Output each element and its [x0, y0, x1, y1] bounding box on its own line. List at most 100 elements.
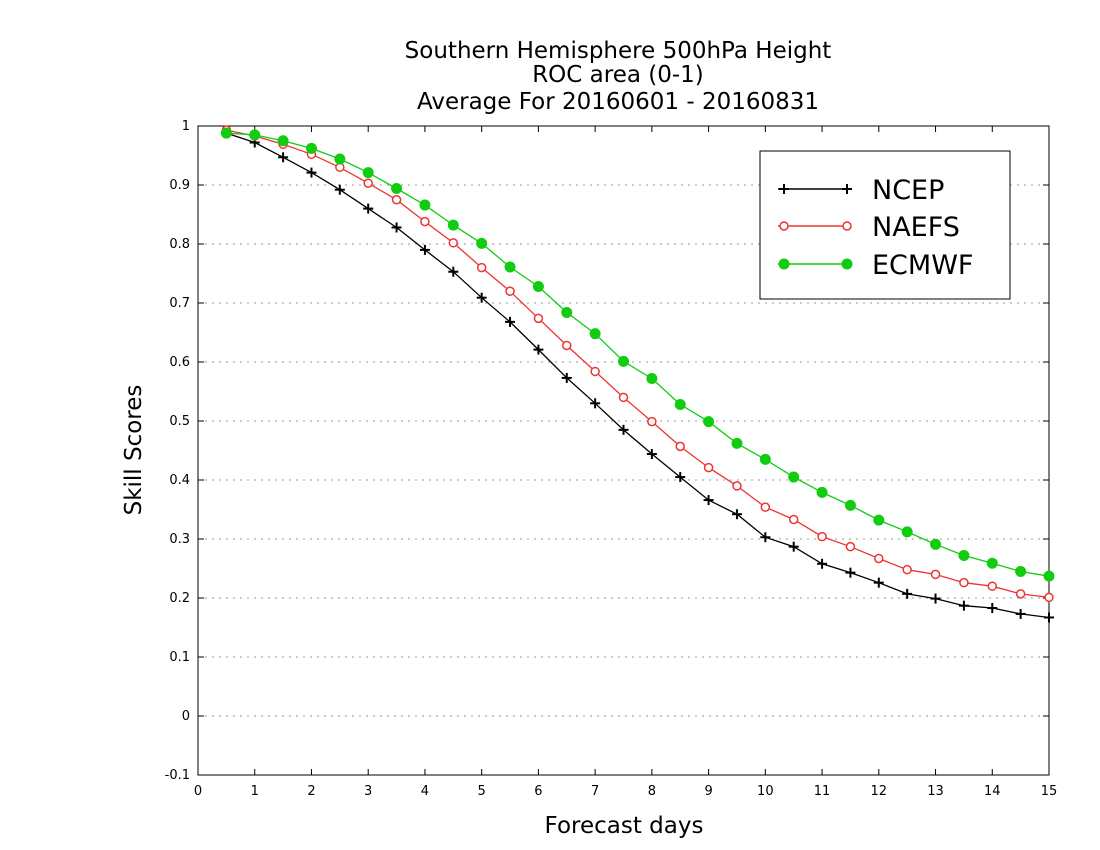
- data-point-ncep: [618, 424, 629, 435]
- data-point-ncep: [391, 222, 402, 233]
- data-point-ecmwf: [1043, 570, 1055, 582]
- data-point-ecmwf: [731, 437, 743, 449]
- data-point-naefs: [618, 392, 629, 403]
- legend-marker: [779, 221, 789, 231]
- data-point-ecmwf: [958, 550, 970, 562]
- x-tick-label: 15: [1041, 784, 1058, 799]
- data-point-naefs: [448, 238, 459, 248]
- x-tick-label: 9: [704, 784, 712, 799]
- data-point-ncep: [873, 577, 884, 588]
- data-point-ncep: [505, 316, 516, 327]
- data-point-ecmwf: [618, 355, 629, 367]
- data-point-naefs: [647, 416, 657, 427]
- data-point-ncep: [561, 372, 572, 383]
- data-point-ncep: [703, 495, 714, 506]
- y-tick-label: 0: [182, 709, 190, 724]
- chart-title: Southern Hemisphere 500hPa Height ROC ar…: [405, 38, 832, 115]
- data-point-ecmwf: [674, 398, 686, 410]
- data-point-ncep: [334, 184, 345, 195]
- y-tick-label: -0.1: [165, 768, 190, 783]
- y-tick-label: 0.6: [169, 355, 190, 370]
- data-point-naefs: [760, 502, 771, 512]
- data-point-ncep: [448, 266, 459, 277]
- data-point-ecmwf: [901, 526, 913, 538]
- data-point-ncep: [675, 472, 686, 483]
- y-tick-label: 0.2: [169, 591, 190, 606]
- data-point-ncep: [958, 600, 969, 611]
- data-point-naefs: [420, 216, 430, 227]
- data-point-naefs: [391, 195, 402, 205]
- y-tick-label: 0.9: [169, 178, 190, 193]
- data-point-naefs: [533, 313, 544, 324]
- data-point-naefs: [788, 514, 799, 525]
- chart-title-line-2: ROC area (0-1): [532, 62, 704, 88]
- data-point-ncep: [760, 532, 771, 543]
- y-tick-label: 0.5: [169, 414, 190, 429]
- data-point-ecmwf: [362, 167, 374, 179]
- x-tick-label: 2: [307, 784, 315, 799]
- x-tick-label: 6: [534, 784, 542, 799]
- data-point-ncep: [646, 449, 657, 460]
- y-tick-label: 0.8: [169, 237, 190, 252]
- x-tick-label: 0: [194, 784, 202, 799]
- x-tick-label: 3: [364, 784, 372, 799]
- y-tick-label: 0.3: [169, 532, 190, 547]
- legend-marker: [842, 221, 852, 231]
- legend-item-ecmwf: ECMWF: [778, 250, 973, 281]
- data-point-ecmwf: [561, 306, 573, 318]
- y-tick-label: 0.7: [169, 296, 190, 311]
- legend-label: NAEFS: [872, 212, 960, 243]
- y-tick-label: 0.4: [169, 473, 190, 488]
- data-point-ncep: [419, 244, 430, 255]
- x-tick-label: 4: [421, 784, 429, 799]
- legend-item-ncep: NCEP: [778, 175, 944, 206]
- data-point-naefs: [505, 286, 515, 296]
- data-point-ecmwf: [504, 261, 516, 273]
- data-point-ncep: [476, 292, 487, 303]
- data-point-ecmwf: [816, 486, 828, 498]
- data-point-ncep: [731, 509, 742, 520]
- data-point-naefs: [675, 441, 685, 452]
- x-tick-label: 1: [251, 784, 259, 799]
- data-point-ecmwf: [873, 514, 885, 526]
- data-point-ncep: [987, 603, 998, 614]
- data-point-ncep: [845, 567, 856, 578]
- data-point-ecmwf: [589, 328, 601, 340]
- data-point-ecmwf: [391, 183, 403, 195]
- data-point-ecmwf: [759, 453, 771, 465]
- series-ecmwf: [220, 127, 1055, 582]
- data-point-ecmwf: [277, 135, 289, 147]
- data-point-ecmwf: [220, 127, 232, 139]
- chart-title-line-1: Southern Hemisphere 500hPa Height: [405, 38, 832, 64]
- legend-marker: [842, 184, 852, 194]
- data-point-naefs: [1015, 589, 1026, 599]
- data-point-naefs: [874, 553, 884, 564]
- x-axis-label: Forecast days: [545, 813, 704, 839]
- data-point-ecmwf: [844, 499, 856, 511]
- data-point-ncep: [1015, 608, 1026, 619]
- data-point-ecmwf: [930, 538, 942, 550]
- data-point-naefs: [902, 564, 912, 575]
- legend: NCEP NAEFS ECMWF: [759, 150, 1011, 300]
- data-point-ecmwf: [419, 199, 431, 211]
- data-point-ncep: [278, 152, 289, 163]
- data-point-ecmwf: [476, 237, 488, 249]
- legend-marker: [841, 258, 853, 270]
- legend-marker: [779, 184, 789, 194]
- data-point-ecmwf: [986, 557, 998, 569]
- data-point-ncep: [902, 588, 913, 599]
- legend-item-naefs: NAEFS: [778, 212, 960, 243]
- data-point-naefs: [845, 541, 856, 552]
- data-point-ncep: [590, 398, 601, 409]
- legend-label: NCEP: [872, 175, 944, 206]
- y-tick-labels: -0.1 0 0.1 0.2 0.3 0.4 0.5 0.6 0.7 0.8 0.9 1: [165, 119, 190, 783]
- data-point-ecmwf: [334, 153, 346, 165]
- y-axis-label: Skill Scores: [121, 385, 147, 516]
- y-tick-label: 1: [182, 119, 190, 134]
- data-point-naefs: [930, 569, 941, 580]
- data-point-ncep: [1044, 612, 1054, 623]
- data-series: [220, 125, 1055, 623]
- plot-frame: [197, 125, 1050, 776]
- legend-label: ECMWF: [872, 250, 973, 281]
